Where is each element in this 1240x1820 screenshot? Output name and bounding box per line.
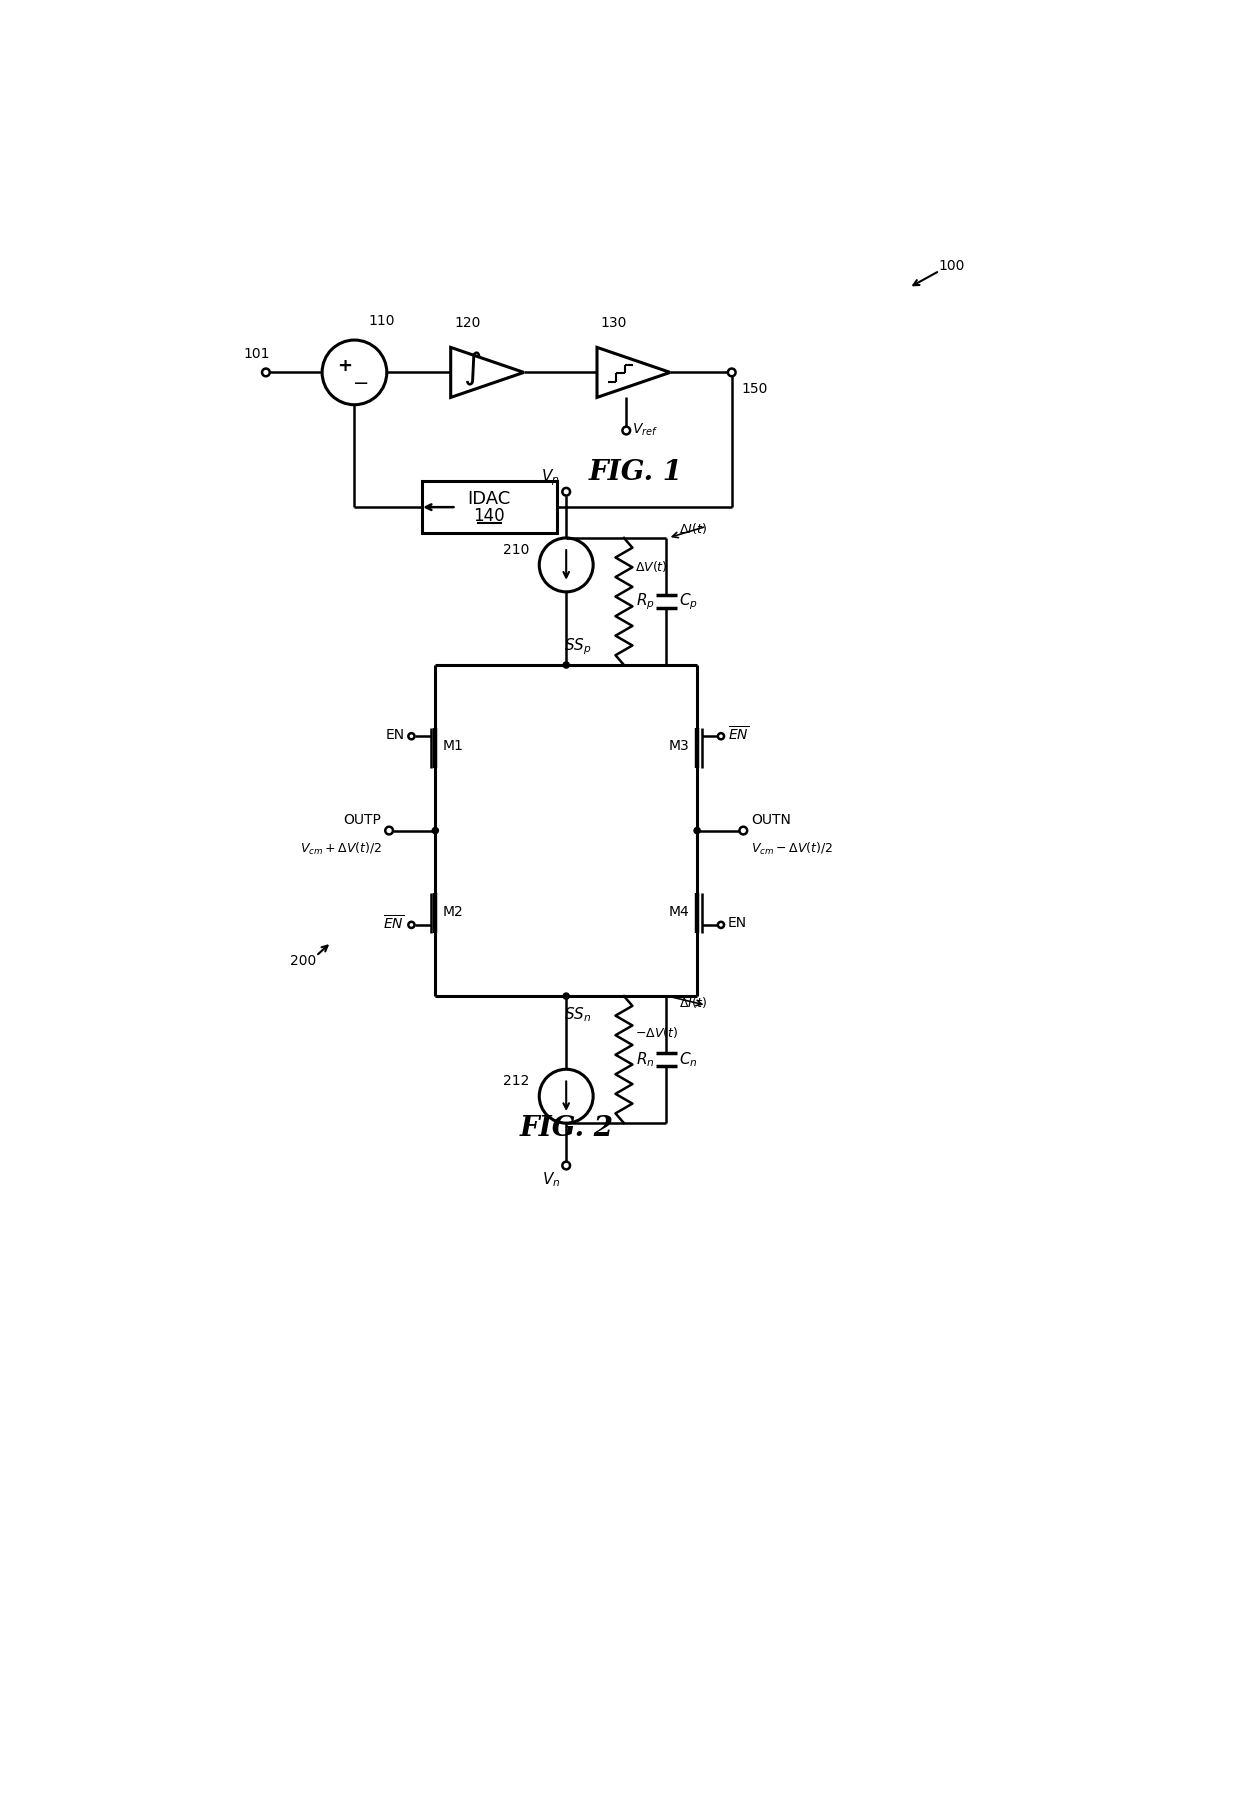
Text: $C_p$: $C_p$ [678,592,698,612]
Circle shape [718,733,724,739]
Text: OUTN: OUTN [751,814,791,826]
Text: 100: 100 [937,258,965,273]
Text: OUTP: OUTP [343,814,382,826]
Text: M3: M3 [668,739,689,753]
Text: 120: 120 [455,317,481,329]
Text: 140: 140 [474,508,505,526]
Text: 150: 150 [742,382,768,397]
Text: 210: 210 [503,542,529,557]
Text: 130: 130 [601,317,627,329]
Text: $R_n$: $R_n$ [636,1050,655,1068]
Circle shape [563,488,570,495]
Circle shape [408,921,414,928]
Text: FIG. 1: FIG. 1 [589,459,682,486]
Text: M1: M1 [443,739,464,753]
Text: 110: 110 [368,313,394,328]
Circle shape [563,994,569,999]
Text: $V_{cm} + \Delta V(t)/2$: $V_{cm} + \Delta V(t)/2$ [300,841,382,857]
Text: +: + [337,357,352,375]
Circle shape [386,826,393,834]
Text: $V_p$: $V_p$ [542,468,560,488]
Text: $-\Delta V(t)$: $-\Delta V(t)$ [635,1025,678,1041]
Text: $\int$: $\int$ [463,349,481,388]
Bar [422,480,557,533]
Text: $\overline{EN}$: $\overline{EN}$ [728,726,749,744]
Circle shape [728,369,735,377]
Text: EN: EN [386,728,404,743]
Text: $\Delta V(t)$: $\Delta V(t)$ [635,559,667,575]
Text: $-$: $-$ [352,371,368,391]
Circle shape [622,426,630,435]
Text: M4: M4 [668,905,689,919]
Text: M2: M2 [443,905,464,919]
Circle shape [563,1161,570,1170]
Text: FIG. 2: FIG. 2 [520,1116,614,1141]
Circle shape [262,369,270,377]
Circle shape [408,733,414,739]
Circle shape [563,662,569,668]
Text: $V_{cm} - \Delta V(t)/2$: $V_{cm} - \Delta V(t)/2$ [751,841,833,857]
Circle shape [433,828,439,834]
Text: IDAC: IDAC [467,490,511,508]
Text: 212: 212 [503,1074,529,1088]
Text: EN: EN [728,915,746,930]
Circle shape [739,826,748,834]
Circle shape [718,921,724,928]
Text: $\Delta I(t)$: $\Delta I(t)$ [678,996,707,1010]
Text: $R_p$: $R_p$ [636,592,655,612]
Text: $SS_p$: $SS_p$ [564,637,591,657]
Text: $C_n$: $C_n$ [678,1050,697,1068]
Text: $V_{ref}$: $V_{ref}$ [632,422,658,439]
Text: 101: 101 [243,348,270,360]
Text: $SS_n$: $SS_n$ [564,1005,591,1025]
Circle shape [694,828,701,834]
Text: $\overline{EN}$: $\overline{EN}$ [383,914,404,932]
Text: $V_n$: $V_n$ [542,1170,560,1188]
Text: 200: 200 [290,954,316,968]
Text: $\Delta I(t)$: $\Delta I(t)$ [678,521,707,537]
